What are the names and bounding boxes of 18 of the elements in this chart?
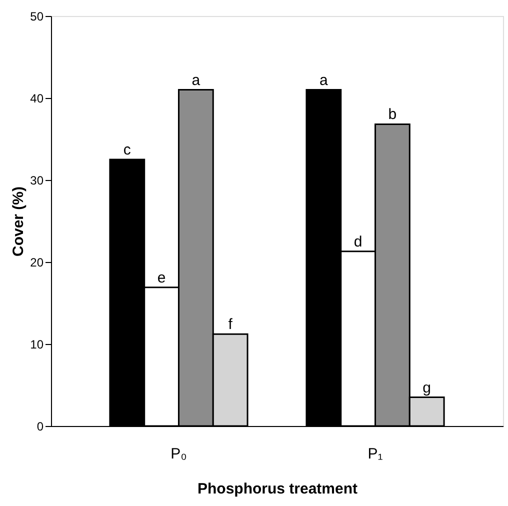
annotation: d — [354, 233, 362, 250]
y-tick-label: 0 — [36, 420, 44, 434]
y-axis-title: Cover (%) — [10, 186, 28, 257]
x-axis-title: Phosphorus treatment — [197, 480, 358, 498]
y-tick-label: 20 — [30, 256, 44, 270]
annotation: b — [388, 106, 397, 124]
y-tick-label: 10 — [30, 338, 44, 352]
y-tick-label: 40 — [30, 92, 44, 106]
y-tick-label: 30 — [30, 174, 44, 188]
x-tick-label: P₁ — [368, 446, 383, 462]
annotation: a — [192, 72, 201, 89]
annotation: e — [157, 269, 166, 286]
annotation: c — [123, 142, 132, 158]
y-tick-label: 50 — [30, 10, 44, 24]
x-tick-label: P₀ — [170, 446, 187, 462]
annotation: g — [422, 379, 432, 396]
annotation: a — [320, 72, 328, 89]
annotation: f — [228, 316, 234, 334]
